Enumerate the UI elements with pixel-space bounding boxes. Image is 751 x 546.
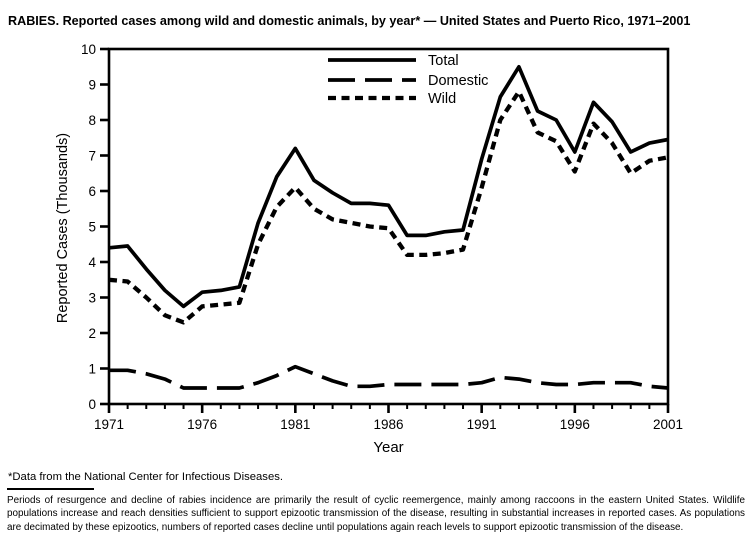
series-line-domestic — [109, 364, 669, 390]
legend-label-wild: Wild — [428, 91, 456, 107]
y-tick-label: 10 — [81, 42, 96, 57]
y-tick-label: 1 — [88, 361, 96, 376]
y-tick-label: 2 — [88, 326, 96, 341]
y-tick-label: 6 — [88, 184, 96, 199]
series-line-wild — [108, 89, 669, 325]
x-tick-label: 1976 — [187, 417, 217, 432]
y-tick-label: 7 — [88, 148, 96, 163]
x-tick-label: 1991 — [467, 417, 497, 432]
y-tick-label: 8 — [88, 113, 96, 128]
y-axis-title: Reported Cases (Thousands) — [55, 133, 71, 323]
rabies-line-chart: 0 1 2 3 4 5 6 7 8 9 10 1971 1976 1981 1986 1991 1996 2001… — [55, 42, 683, 456]
data-source-footnote: *Data from the National Center for Infec… — [8, 471, 284, 483]
x-tick-label: 1986 — [373, 417, 403, 432]
legend-label-domestic: Domestic — [428, 73, 488, 89]
x-tick-label: 2001 — [653, 417, 683, 432]
footnote-divider — [7, 488, 94, 490]
x-axis-title: Year — [373, 439, 403, 456]
legend-label-total: Total — [428, 53, 459, 69]
y-tick-label: 5 — [88, 219, 96, 234]
plot-border — [107, 47, 670, 406]
x-tick-label: 1971 — [94, 417, 124, 432]
x-tick-label: 1981 — [280, 417, 310, 432]
y-tick-label: 0 — [88, 397, 96, 412]
figure-caption: Periods of resurgence and decline of rab… — [7, 495, 745, 533]
y-tick-label: 9 — [88, 77, 96, 92]
x-tick-label: 1996 — [560, 417, 590, 432]
y-tick-label: 3 — [88, 290, 96, 305]
figure-title: RABIES. Reported cases among wild and do… — [8, 14, 691, 28]
y-tick-label: 4 — [88, 255, 96, 270]
series-line-total — [108, 64, 669, 309]
